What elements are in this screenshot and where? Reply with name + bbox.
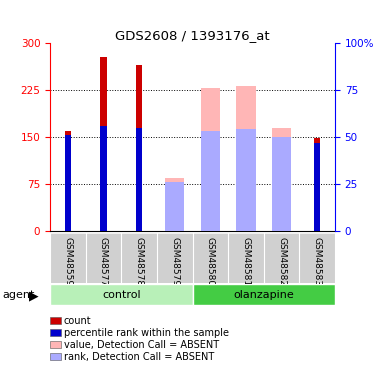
Text: GSM48583: GSM48583 <box>313 237 321 286</box>
Bar <box>136 128 142 231</box>
Text: olanzapine: olanzapine <box>233 290 294 300</box>
Text: percentile rank within the sample: percentile rank within the sample <box>64 328 229 338</box>
Text: count: count <box>64 316 91 326</box>
Bar <box>65 130 71 231</box>
Text: control: control <box>102 290 141 300</box>
Bar <box>272 137 291 231</box>
Bar <box>65 135 71 231</box>
Text: GSM48579: GSM48579 <box>170 237 179 286</box>
FancyBboxPatch shape <box>192 284 335 305</box>
Bar <box>201 88 220 231</box>
Bar <box>136 65 142 231</box>
Bar <box>100 57 107 231</box>
Text: value, Detection Call = ABSENT: value, Detection Call = ABSENT <box>64 340 219 350</box>
Bar <box>314 138 320 231</box>
Bar <box>236 86 256 231</box>
Bar <box>236 129 256 231</box>
Bar <box>165 182 184 231</box>
Bar <box>272 128 291 231</box>
Text: GSM48577: GSM48577 <box>99 237 108 286</box>
Text: GSM48582: GSM48582 <box>277 237 286 285</box>
Bar <box>165 177 184 231</box>
Title: GDS2608 / 1393176_at: GDS2608 / 1393176_at <box>115 29 270 42</box>
Bar <box>201 131 220 231</box>
Text: agent: agent <box>2 291 34 300</box>
Bar <box>314 142 320 231</box>
Text: GSM48559: GSM48559 <box>64 237 72 286</box>
Text: GSM48580: GSM48580 <box>206 237 215 286</box>
FancyBboxPatch shape <box>50 284 192 305</box>
Text: rank, Detection Call = ABSENT: rank, Detection Call = ABSENT <box>64 352 214 362</box>
Bar <box>100 126 107 231</box>
Text: ▶: ▶ <box>29 289 38 302</box>
Text: GSM48581: GSM48581 <box>241 237 250 286</box>
Text: GSM48578: GSM48578 <box>135 237 144 286</box>
